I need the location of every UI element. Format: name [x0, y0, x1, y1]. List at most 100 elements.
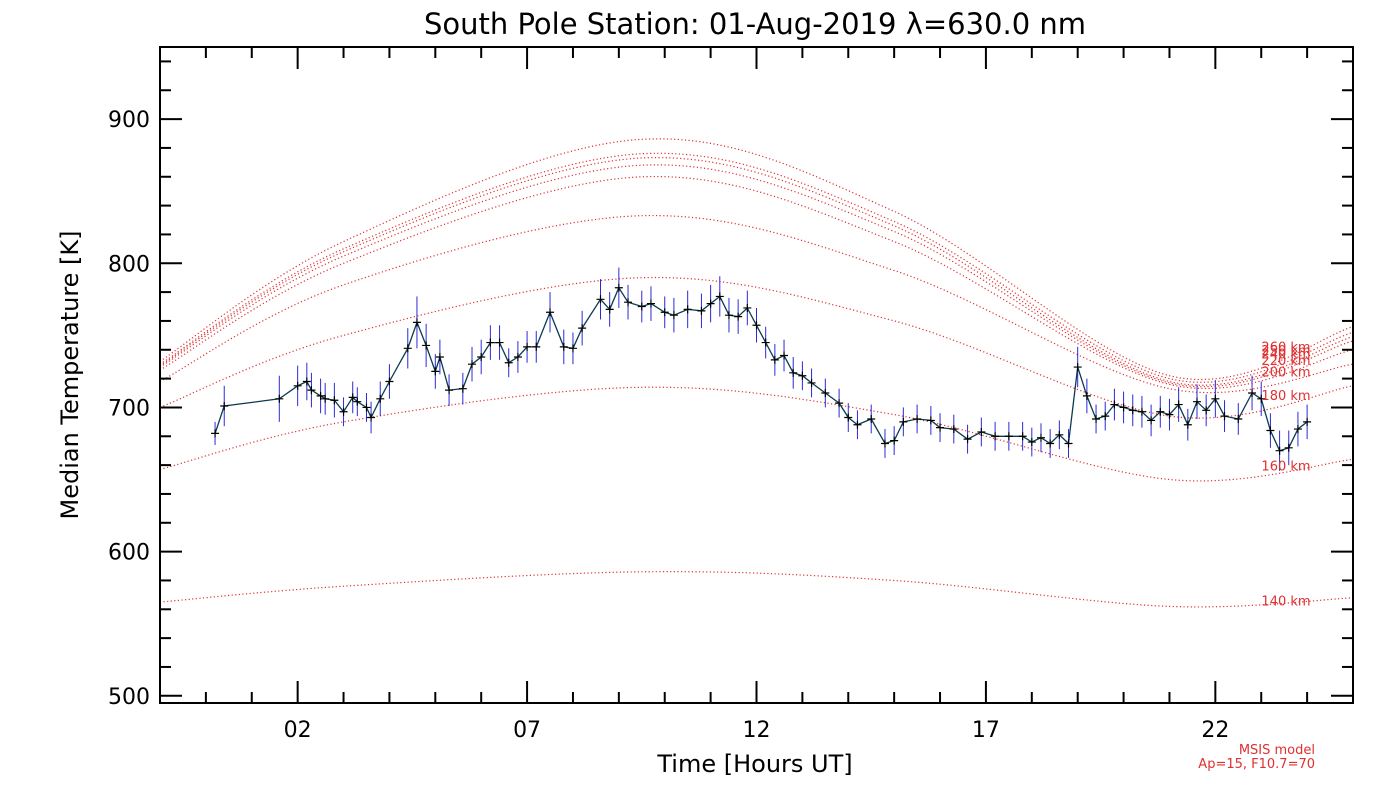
data-point — [798, 371, 807, 380]
data-point — [1220, 412, 1229, 421]
data-point — [1092, 414, 1101, 423]
data-point — [1055, 430, 1064, 439]
data-point — [275, 394, 284, 403]
model-curve-8 — [160, 138, 1353, 381]
data-point — [1248, 389, 1257, 398]
chart-title: South Pole Station: 01-Aug-2019 λ=630.0 … — [424, 7, 1086, 41]
data-point — [724, 311, 733, 320]
model-curve-label-3: 200 km — [1261, 366, 1310, 381]
data-point — [412, 318, 421, 327]
data-point — [949, 425, 958, 434]
data-point — [568, 344, 577, 353]
data-point — [486, 338, 495, 347]
data-point — [789, 368, 798, 377]
data-point — [546, 308, 555, 317]
y-tick-label: 700 — [108, 396, 150, 421]
data-point — [477, 352, 486, 361]
model-curve-label-2: 180 km — [1261, 389, 1310, 404]
data-point — [761, 338, 770, 347]
data-point — [1101, 412, 1110, 421]
data-point — [844, 413, 853, 422]
data-point — [780, 351, 789, 360]
x-tick-label: 22 — [1201, 718, 1229, 743]
axis-ticks: 02 07 12 17 22 500 600 700 800 900 — [108, 47, 1354, 743]
data-point — [1137, 407, 1146, 416]
data-point — [468, 360, 477, 369]
data-point — [1234, 414, 1243, 423]
data-point — [637, 302, 646, 311]
data-point — [403, 344, 412, 353]
model-curve-label-5: 240 km — [1261, 348, 1310, 363]
data-point — [220, 401, 229, 410]
data-point — [293, 381, 302, 390]
data-point — [316, 391, 325, 400]
data-point — [683, 305, 692, 314]
data-point — [330, 396, 339, 405]
data-point — [646, 299, 655, 308]
y-tick-label: 600 — [108, 541, 150, 566]
model-curve-4 — [160, 175, 1353, 389]
data-point — [835, 399, 844, 408]
data-point — [1064, 439, 1073, 448]
data-point — [1211, 394, 1220, 403]
data-point — [913, 414, 922, 423]
data-point — [376, 394, 385, 403]
model-curve-label-1: 160 km — [1261, 459, 1310, 474]
data-point — [1266, 426, 1275, 435]
data-point — [1192, 397, 1201, 406]
model-curve-0 — [160, 571, 1353, 608]
data-point — [495, 338, 504, 347]
plot-area — [160, 138, 1353, 608]
data-point — [605, 305, 614, 314]
data-point — [963, 435, 972, 444]
model-curve-1 — [160, 386, 1353, 482]
measurement-series — [211, 267, 1312, 471]
data-point — [660, 308, 669, 317]
data-point — [807, 378, 816, 387]
data-point — [853, 420, 862, 429]
msis-params-note: Ap=15, F10.7=70 — [1198, 757, 1315, 772]
data-point — [706, 299, 715, 308]
data-point — [435, 352, 444, 361]
y-tick-label: 800 — [108, 252, 150, 277]
data-point — [513, 352, 522, 361]
msis-model-note: MSIS model — [1239, 743, 1315, 758]
x-tick-label: 17 — [972, 718, 1000, 743]
plot-frame — [159, 46, 1354, 704]
data-point — [353, 397, 362, 406]
data-point — [899, 417, 908, 426]
data-point — [578, 324, 587, 333]
x-tick-label: 07 — [513, 718, 541, 743]
data-point — [926, 416, 935, 425]
data-point — [1147, 416, 1156, 425]
data-point — [1257, 394, 1266, 403]
data-point — [1303, 417, 1312, 426]
data-point — [977, 427, 986, 436]
data-point — [1018, 432, 1027, 441]
data-point — [752, 321, 761, 330]
data-point — [1165, 410, 1174, 419]
data-point — [1073, 363, 1082, 372]
model-curve-label-6: 250 km — [1261, 344, 1310, 359]
data-point — [559, 342, 568, 351]
data-point — [1293, 425, 1302, 434]
data-point — [624, 298, 633, 307]
data-point — [880, 439, 889, 448]
data-point — [302, 377, 311, 386]
x-tick-label: 12 — [743, 718, 771, 743]
data-point — [362, 403, 371, 412]
data-point — [1119, 403, 1128, 412]
data-point — [367, 413, 376, 422]
data-point — [532, 342, 541, 351]
data-point — [1128, 406, 1137, 415]
data-point — [1082, 391, 1091, 400]
data-point — [1275, 446, 1284, 455]
data-point — [321, 394, 330, 403]
data-point — [523, 342, 532, 351]
data-point — [1046, 439, 1055, 448]
data-point — [867, 414, 876, 423]
data-point — [1156, 407, 1165, 416]
data-point — [504, 358, 513, 367]
data-point — [991, 432, 1000, 441]
data-point — [936, 423, 945, 432]
